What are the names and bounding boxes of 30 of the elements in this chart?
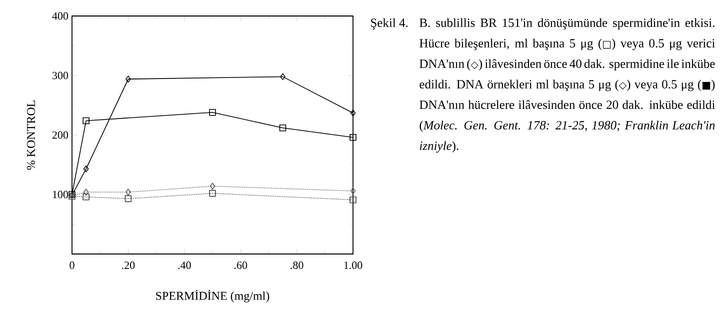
point <box>350 134 356 141</box>
point <box>82 193 90 200</box>
point <box>350 188 356 194</box>
x-tick-label: .40 <box>178 262 191 270</box>
point <box>83 188 89 196</box>
x-tick-label: .80 <box>290 262 304 270</box>
point <box>209 108 216 116</box>
point <box>279 124 286 132</box>
point <box>126 76 131 82</box>
point <box>82 117 90 124</box>
point <box>350 196 356 204</box>
y-tick-label: 300 <box>52 72 68 80</box>
y-tick-label: 100 <box>52 190 68 198</box>
x-tick-label: 1.00 <box>344 262 362 270</box>
x-axis-title: SPERMİDİNE (mg/ml) <box>156 290 270 302</box>
point <box>83 166 89 172</box>
x-tick-label: 0 <box>70 262 74 269</box>
text: Şekil 4. <box>371 18 408 30</box>
y-axis-title: % KONTROL <box>26 100 36 170</box>
point <box>350 110 356 116</box>
point <box>210 182 216 190</box>
text: B. sublillis BR 151'in dönüşümünde spermidine'in etkisi. Hücre bileşenleri, ml başına 5 μg (□) veya 0.5 μg verici DNA'nın (◇) ilâvesinden önce 40 dak. spermidine ile inkübe edildi. DNA örnekleri ml başına 5 μg (◇) veya 0.5 μg (■) DNA'nın hücrelere ilâvesinden önce 20 dak. inkübe edildi (Molec. Gen. Gent. 178: 21-25, 1980; Franklin Leach'in izniyle). <box>420 18 715 153</box>
y-tick-label: 400 <box>52 12 68 20</box>
point <box>209 190 216 197</box>
x-tick-label: .20 <box>122 262 135 270</box>
point <box>124 195 132 202</box>
point <box>126 188 131 196</box>
y-tick-label: 200 <box>52 131 68 139</box>
x-tick-label: .60 <box>234 262 248 270</box>
point <box>280 73 286 80</box>
